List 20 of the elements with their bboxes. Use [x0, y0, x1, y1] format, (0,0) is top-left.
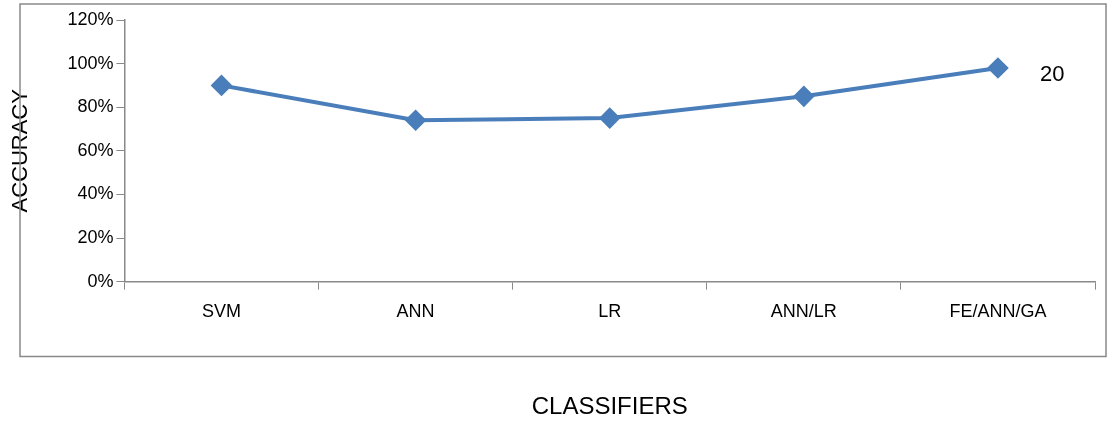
x-tick-label: ANN/LR	[770, 301, 837, 322]
y-tick-label: 20%	[77, 226, 114, 247]
y-axis-title: ACCURACY	[7, 88, 33, 213]
y-tick-label: 80%	[77, 96, 114, 117]
x-tick-label: LR	[598, 301, 622, 322]
y-tick-label: 100%	[67, 52, 114, 73]
y-tick-label: 120%	[67, 8, 114, 29]
y-tick-label: 0%	[87, 270, 114, 291]
x-axis-title: CLASSIFIERS	[531, 392, 688, 420]
x-tick-label: FE/ANN/GA	[949, 301, 1047, 322]
point	[987, 57, 1008, 78]
point	[405, 110, 426, 131]
point	[599, 108, 620, 129]
x-tick-label: ANN	[396, 301, 435, 322]
annotation: 20	[1040, 61, 1065, 87]
y-tick-label: 60%	[77, 139, 114, 160]
y-tick-label: 40%	[77, 183, 114, 204]
x-tick-label: SVM	[201, 301, 241, 322]
point	[211, 75, 232, 96]
point	[793, 86, 814, 107]
